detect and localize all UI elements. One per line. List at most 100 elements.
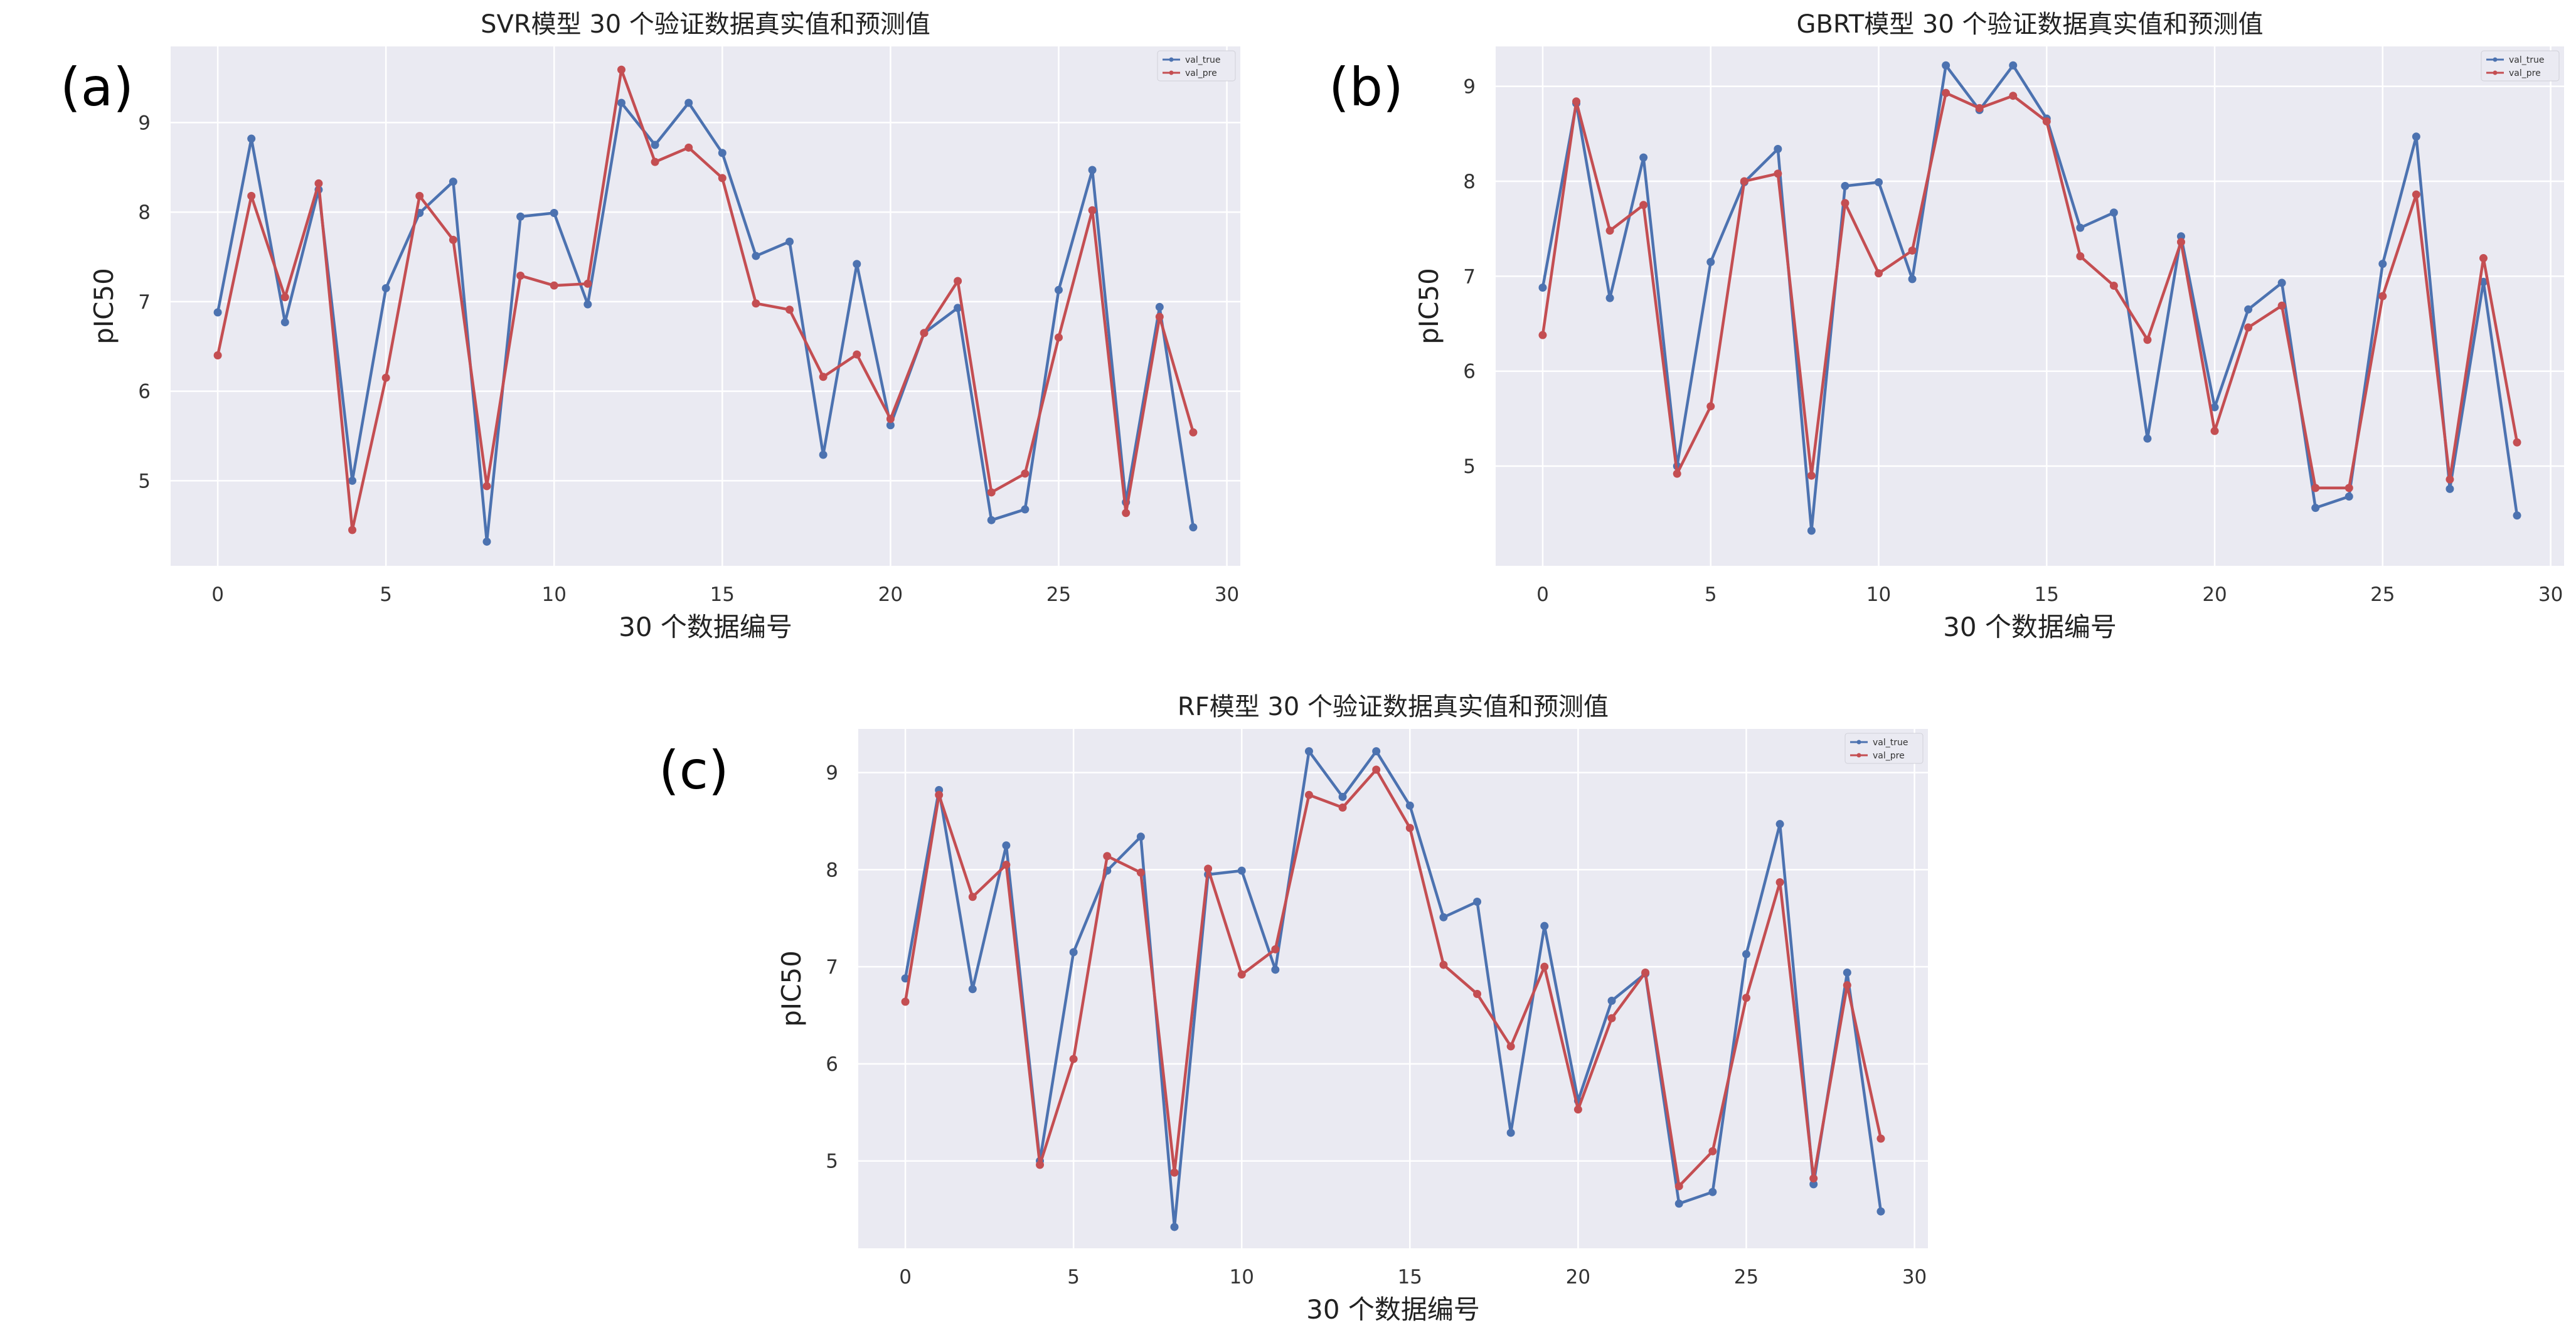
data-point-val_pre (1372, 765, 1381, 774)
data-point-val_pre (1405, 824, 1414, 832)
data-point-val_true (1809, 1180, 1818, 1189)
data-point-val_true (1155, 302, 1164, 311)
y-axis-label: pIC50 (88, 268, 119, 344)
data-point-val_pre (2277, 301, 2286, 310)
data-point-val_true (1088, 166, 1097, 174)
y-tick-label: 7 (1463, 265, 1476, 288)
data-point-val_pre (1036, 1160, 1045, 1169)
data-point-val_true (651, 141, 659, 149)
data-point-val_true (1742, 950, 1750, 959)
data-point-val_true (954, 304, 962, 312)
data-point-val_true (2446, 484, 2454, 493)
data-point-val_pre (1338, 803, 1347, 812)
x-tick-label: 10 (1229, 1266, 1253, 1288)
data-point-val_pre (2344, 484, 2353, 492)
plot-background (858, 729, 1928, 1248)
data-point-val_pre (1674, 1182, 1683, 1191)
data-point-val_pre (2076, 252, 2085, 261)
legend: val_true val_pre (1844, 733, 1924, 764)
data-point-val_true (1473, 897, 1482, 906)
data-point-val_pre (2479, 254, 2488, 263)
data-point-val_pre (2412, 190, 2420, 199)
y-tick-label: 8 (1463, 171, 1476, 193)
data-point-val_pre (415, 191, 424, 200)
data-point-val_true (280, 318, 289, 327)
data-point-val_true (1674, 1199, 1683, 1208)
panel-letter: (a) (60, 56, 134, 118)
data-point-val_true (1708, 1187, 1717, 1196)
x-tick-label: 10 (541, 583, 566, 606)
data-point-val_true (516, 212, 525, 221)
y-tick-label: 9 (826, 762, 838, 785)
x-tick-label: 15 (710, 583, 735, 606)
legend-label-val_pre: val_pre (1185, 68, 1217, 78)
data-point-val_true (1639, 153, 1648, 162)
data-point-val_true (1775, 820, 1784, 829)
legend-marker-val_true (1856, 740, 1861, 745)
data-point-val_pre (2446, 475, 2454, 484)
data-point-val_true (1439, 913, 1448, 921)
data-point-val_pre (2009, 92, 2018, 100)
data-point-val_true (886, 421, 895, 430)
x-tick-label: 0 (211, 583, 224, 606)
data-point-val_pre (718, 174, 726, 183)
data-point-val_pre (901, 997, 910, 1006)
data-point-val_pre (1573, 1105, 1582, 1114)
data-point-val_pre (1122, 509, 1131, 518)
data-point-val_pre (1742, 994, 1750, 1002)
y-tick-label: 6 (138, 381, 151, 403)
data-point-val_pre (2311, 484, 2320, 492)
legend: val_true val_pre (2481, 50, 2560, 82)
x-tick-label: 5 (1705, 583, 1717, 606)
data-point-val_true (2311, 504, 2320, 512)
data-point-val_pre (583, 279, 592, 288)
data-point-val_pre (1136, 868, 1145, 877)
x-tick-label: 30 (1215, 583, 1239, 606)
data-point-val_pre (968, 893, 977, 901)
y-tick-label: 6 (826, 1053, 838, 1076)
chart-panel-2: (c) 0 5 10 15 20 25 30 5 6 7 8 9 RF模型 30 个验证数据真实值和预测值… (659, 693, 1928, 1325)
x-tick-label: 25 (1734, 1266, 1759, 1288)
data-point-val_true (1304, 747, 1313, 756)
data-point-val_pre (935, 790, 944, 799)
data-point-val_pre (1189, 428, 1198, 437)
data-point-val_true (1054, 285, 1063, 294)
data-point-val_true (583, 300, 592, 309)
legend-label-val_true: val_true (1185, 55, 1221, 65)
data-point-val_true (684, 98, 693, 107)
panel-letter: (b) (1329, 56, 1403, 118)
data-point-val_true (2143, 434, 2152, 443)
data-point-val_pre (819, 373, 828, 381)
legend-marker-val_pre (1856, 753, 1861, 758)
data-point-val_true (752, 252, 760, 260)
data-point-val_true (987, 516, 996, 524)
data-point-val_true (2344, 492, 2353, 501)
data-point-val_pre (1875, 269, 1883, 278)
data-point-val_true (449, 178, 457, 186)
y-axis-label: pIC50 (1413, 268, 1444, 344)
data-point-val_true (1136, 832, 1145, 841)
x-tick-label: 30 (2538, 583, 2563, 606)
y-axis-label: pIC50 (776, 950, 807, 1027)
y-tick-label: 6 (1463, 361, 1476, 383)
data-point-val_pre (1908, 246, 1917, 255)
data-point-val_pre (1506, 1042, 1515, 1051)
legend-label-val_pre: val_pre (1873, 751, 1905, 761)
data-point-val_pre (2244, 323, 2253, 332)
data-point-val_pre (314, 179, 323, 188)
y-tick-label: 7 (138, 291, 151, 314)
data-point-val_pre (1237, 970, 1246, 979)
data-point-val_pre (2143, 336, 2152, 344)
data-point-val_pre (1639, 201, 1648, 210)
data-point-val_pre (1706, 402, 1715, 411)
data-point-val_pre (987, 488, 996, 497)
data-point-val_true (247, 134, 256, 143)
series-line-val_true (216, 101, 1195, 543)
data-point-val_pre (1473, 990, 1482, 999)
data-point-val_true (1372, 747, 1381, 756)
data-point-val_true (819, 450, 828, 459)
legend-marker-val_pre (2493, 70, 2498, 75)
data-point-val_pre (516, 271, 525, 280)
data-point-val_true (2277, 279, 2286, 287)
